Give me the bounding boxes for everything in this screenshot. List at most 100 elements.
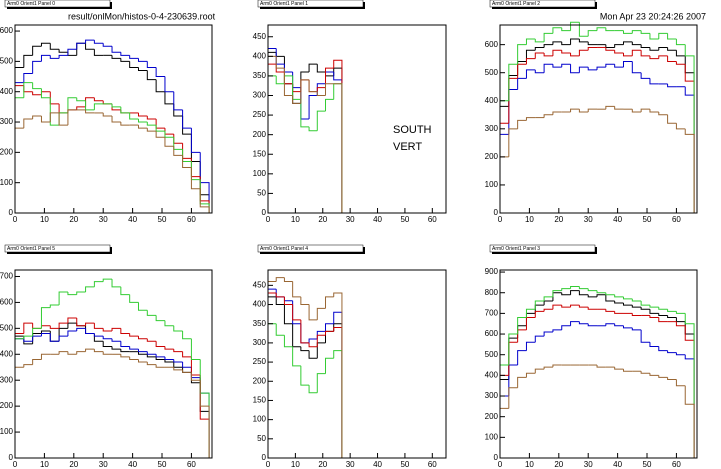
histogram-bin	[146, 338, 157, 342]
histogram-bin	[675, 311, 686, 314]
histogram-bin	[622, 53, 633, 57]
histogram-bin	[543, 366, 553, 370]
histogram-bin	[308, 338, 318, 343]
histogram-bin	[631, 41, 642, 46]
histogram-bin	[111, 55, 121, 59]
histogram-bin	[605, 323, 615, 326]
histogram-bin	[667, 350, 677, 354]
histogram-bin	[543, 296, 553, 301]
histogram-bin	[164, 346, 174, 350]
histogram-bin	[675, 379, 686, 387]
histogram-bin	[561, 288, 571, 291]
histogram-bin	[190, 372, 201, 381]
histogram-bin	[570, 304, 580, 308]
histogram-bin	[76, 317, 86, 327]
histogram-bin	[58, 54, 68, 59]
x-tick-label: 30	[346, 460, 355, 469]
histogram-bin	[129, 356, 139, 360]
histogram-bin	[552, 27, 562, 34]
x-tick-label: 20	[318, 215, 327, 224]
histogram-bin	[614, 44, 624, 48]
histogram-bin	[275, 323, 285, 336]
y-tick-label: 600	[485, 329, 499, 338]
histogram-bin	[23, 364, 33, 368]
histogram-bin	[640, 329, 650, 343]
histogram-bin	[667, 114, 677, 124]
histogram-bin	[675, 352, 686, 356]
histogram-bin	[675, 39, 686, 46]
histogram-bin	[552, 290, 562, 297]
x-tick-label: 10	[291, 215, 300, 224]
histogram-bin	[316, 307, 326, 320]
y-tick-label: 50	[257, 434, 266, 443]
histogram-bin	[32, 82, 42, 90]
x-tick-label: 20	[69, 460, 78, 469]
histogram-bin	[129, 294, 139, 303]
histogram-bin	[111, 103, 121, 108]
y-tick-label: 600	[485, 40, 499, 49]
histogram-bin	[640, 108, 650, 112]
annotation: VERT	[393, 141, 422, 153]
histogram-bin	[578, 22, 589, 37]
y-tick-label: 400	[485, 96, 499, 105]
y-tick-label: 400	[0, 349, 14, 358]
histogram-bin	[85, 328, 95, 335]
histogram-bin	[675, 123, 686, 130]
y-tick-label: 200	[253, 130, 267, 139]
title-box	[257, 244, 364, 253]
histogram-bin	[120, 349, 130, 353]
histogram-bin	[316, 87, 326, 92]
histogram-bin	[578, 39, 589, 43]
annotation: SOUTH	[393, 124, 432, 136]
histogram-bin	[640, 371, 650, 374]
x-tick-label: 10	[525, 215, 534, 224]
y-tick-label: 150	[253, 396, 267, 405]
histogram-bin	[587, 323, 598, 327]
histogram-bin	[173, 367, 183, 371]
y-tick-label: 300	[253, 91, 267, 100]
histogram-bin	[684, 385, 695, 458]
histogram-bin	[631, 305, 642, 308]
histogram-bin	[534, 52, 545, 59]
histogram-bin	[667, 33, 677, 40]
histogram-bin	[649, 47, 659, 51]
x-tick-label: 10	[40, 460, 49, 469]
histogram-bin	[111, 346, 121, 350]
frame	[499, 269, 698, 459]
histogram-bin	[543, 331, 553, 337]
y-tick-label: 350	[253, 71, 267, 80]
x-tick-label: 20	[554, 460, 563, 469]
histogram-bin	[102, 328, 113, 332]
y-tick-label: 100	[485, 180, 499, 189]
histogram-bin	[570, 321, 580, 326]
histogram-bin	[684, 313, 695, 458]
histogram-bin	[85, 43, 95, 50]
y-tick-label: 0	[9, 208, 14, 217]
histogram-bin	[182, 369, 192, 373]
histogram-bin	[587, 46, 598, 51]
histogram-bin	[85, 39, 95, 44]
histogram-bin	[155, 79, 165, 93]
histogram-bin	[333, 292, 343, 458]
title-box	[489, 244, 596, 253]
histogram-bin	[525, 341, 536, 351]
histogram-bin	[102, 112, 113, 117]
histogram-bin	[578, 290, 589, 296]
histogram-bin	[561, 63, 571, 68]
histogram-bin	[292, 346, 301, 367]
histogram-bin	[137, 359, 148, 363]
y-tick-label: 500	[0, 56, 14, 65]
histogram-bin	[146, 310, 157, 316]
histogram-bin	[120, 341, 130, 347]
frame	[267, 269, 447, 459]
histogram-bin	[155, 67, 165, 78]
histogram-bin	[517, 317, 527, 335]
histogram-bin	[631, 61, 642, 74]
x-tick-label: 30	[584, 215, 593, 224]
histogram-bin	[23, 338, 33, 342]
histogram-bin	[552, 41, 562, 45]
histogram-bin	[631, 49, 642, 56]
x-tick-label: 60	[187, 215, 196, 224]
histogram-bin	[67, 317, 77, 324]
histogram-bin	[622, 296, 633, 300]
